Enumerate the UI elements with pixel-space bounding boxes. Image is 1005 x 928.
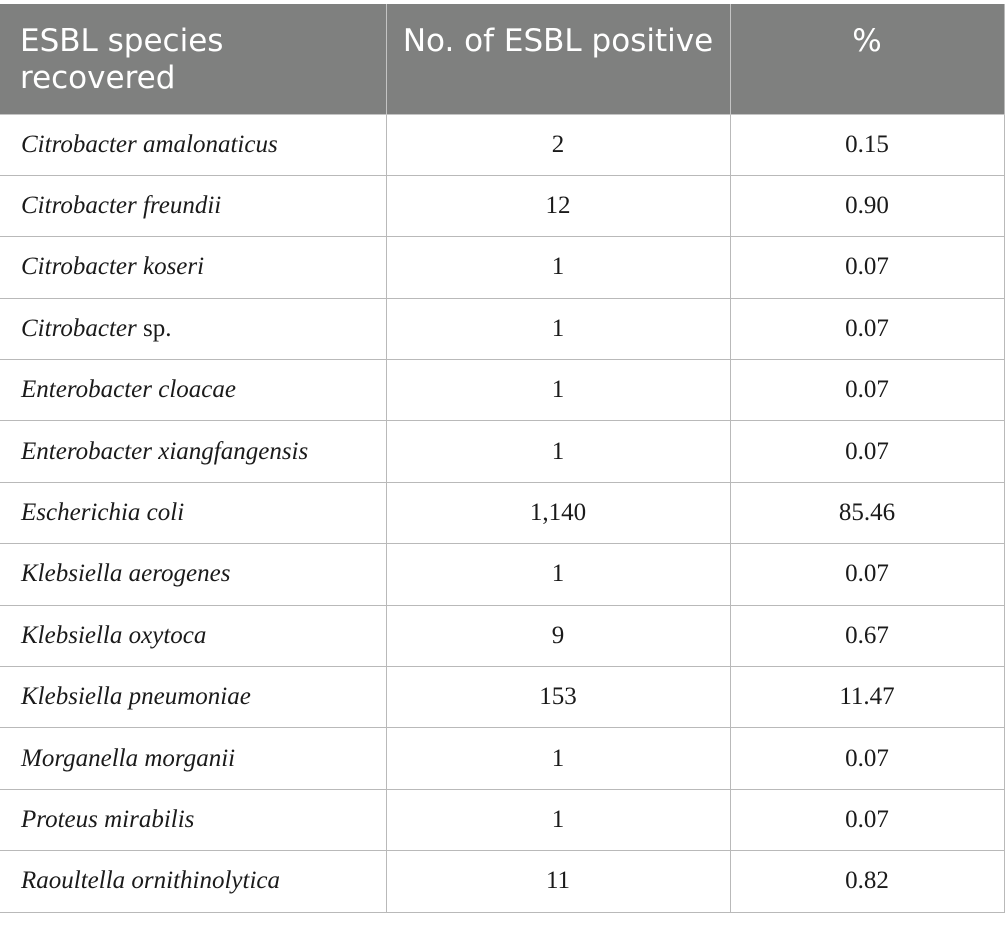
table-row: Citrobacter amalonaticus 2 0.15 <box>0 113 1005 176</box>
species-name: Enterobacter xiangfangensis <box>21 437 309 465</box>
percent-cell: 0.07 <box>729 236 1005 299</box>
species-cell: Citrobacter sp. <box>0 297 387 361</box>
header-percent: % <box>729 4 1005 115</box>
table-row: Morganella morganii 1 0.07 <box>0 727 1005 790</box>
species-name: Citrobacter freundii <box>21 192 222 220</box>
species-cell: Citrobacter amalonaticus <box>0 113 387 176</box>
species-cell: Klebsiella aerogenes <box>0 543 387 606</box>
count-cell: 11 <box>385 850 731 913</box>
percent-cell: 0.82 <box>729 850 1005 913</box>
species-cell: Proteus mirabilis <box>0 788 387 852</box>
species-name: Proteus mirabilis <box>21 805 195 833</box>
percent-cell: 0.15 <box>729 113 1005 176</box>
count-cell: 1 <box>385 420 731 483</box>
species-name: Enterobacter cloacae <box>21 376 236 404</box>
esbl-species-table: ESBL species recovered No. of ESBL posit… <box>0 4 1005 913</box>
count-cell: 9 <box>385 604 731 668</box>
percent-cell: 0.07 <box>729 297 1005 361</box>
count-cell: 1 <box>385 727 731 790</box>
species-name: Morganella morganii <box>21 744 236 772</box>
count-cell: 1 <box>385 543 731 606</box>
table-row: Enterobacter xiangfangensis 1 0.07 <box>0 420 1005 483</box>
count-cell: 12 <box>385 174 731 238</box>
species-cell: Morganella morganii <box>0 727 387 790</box>
species-name: Klebsiella aerogenes <box>21 560 231 588</box>
species-cell: Citrobacter koseri <box>0 236 387 299</box>
table-row: Citrobacter koseri 1 0.07 <box>0 236 1005 299</box>
count-cell: 1 <box>385 788 731 852</box>
species-cell: Raoultella ornithinolytica <box>0 850 387 913</box>
percent-cell: 0.67 <box>729 604 1005 668</box>
percent-cell: 85.46 <box>729 481 1005 545</box>
species-cell: Klebsiella oxytoca <box>0 604 387 668</box>
percent-cell: 0.90 <box>729 174 1005 238</box>
table-row: Klebsiella pneumoniae 153 11.47 <box>0 666 1005 729</box>
table-body: Citrobacter amalonaticus 2 0.15 Citrobacter… <box>0 113 1005 913</box>
count-cell: 1 <box>385 236 731 299</box>
species-name: Escherichia coli <box>21 499 185 527</box>
count-cell: 2 <box>385 113 731 176</box>
table-row: Citrobacter freundii 12 0.90 <box>0 174 1005 238</box>
count-cell: 1,140 <box>385 481 731 545</box>
table-row: Klebsiella oxytoca 9 0.67 <box>0 604 1005 668</box>
count-cell: 1 <box>385 359 731 422</box>
count-cell: 1 <box>385 297 731 361</box>
species-name: Citrobacter <box>21 314 137 342</box>
table-row: Citrobacter sp. 1 0.07 <box>0 297 1005 361</box>
species-name: Raoultella ornithinolytica <box>21 867 280 895</box>
percent-cell: 0.07 <box>729 359 1005 422</box>
percent-cell: 11.47 <box>729 666 1005 729</box>
species-name: Klebsiella pneumoniae <box>21 683 251 711</box>
header-row: ESBL species recovered No. of ESBL posit… <box>0 4 1005 115</box>
species-cell: Escherichia coli <box>0 481 387 545</box>
percent-cell: 0.07 <box>729 420 1005 483</box>
table-header: ESBL species recovered No. of ESBL posit… <box>0 4 1005 115</box>
species-cell: Enterobacter xiangfangensis <box>0 420 387 483</box>
header-count: No. of ESBL positive <box>385 4 731 115</box>
table-row: Escherichia coli 1,140 85.46 <box>0 481 1005 545</box>
table-row: Proteus mirabilis 1 0.07 <box>0 788 1005 852</box>
species-cell: Enterobacter cloacae <box>0 359 387 422</box>
table-row: Klebsiella aerogenes 1 0.07 <box>0 543 1005 606</box>
count-cell: 153 <box>385 666 731 729</box>
species-cell: Citrobacter freundii <box>0 174 387 238</box>
species-suffix: sp. <box>136 314 172 342</box>
header-species: ESBL species recovered <box>0 4 387 115</box>
species-name: Citrobacter koseri <box>21 253 205 281</box>
percent-cell: 0.07 <box>729 727 1005 790</box>
table-row: Enterobacter cloacae 1 0.07 <box>0 359 1005 422</box>
species-cell: Klebsiella pneumoniae <box>0 666 387 729</box>
species-name: Klebsiella oxytoca <box>21 621 207 649</box>
percent-cell: 0.07 <box>729 788 1005 852</box>
table-row: Raoultella ornithinolytica 11 0.82 <box>0 850 1005 913</box>
species-name: Citrobacter amalonaticus <box>21 130 278 158</box>
percent-cell: 0.07 <box>729 543 1005 606</box>
